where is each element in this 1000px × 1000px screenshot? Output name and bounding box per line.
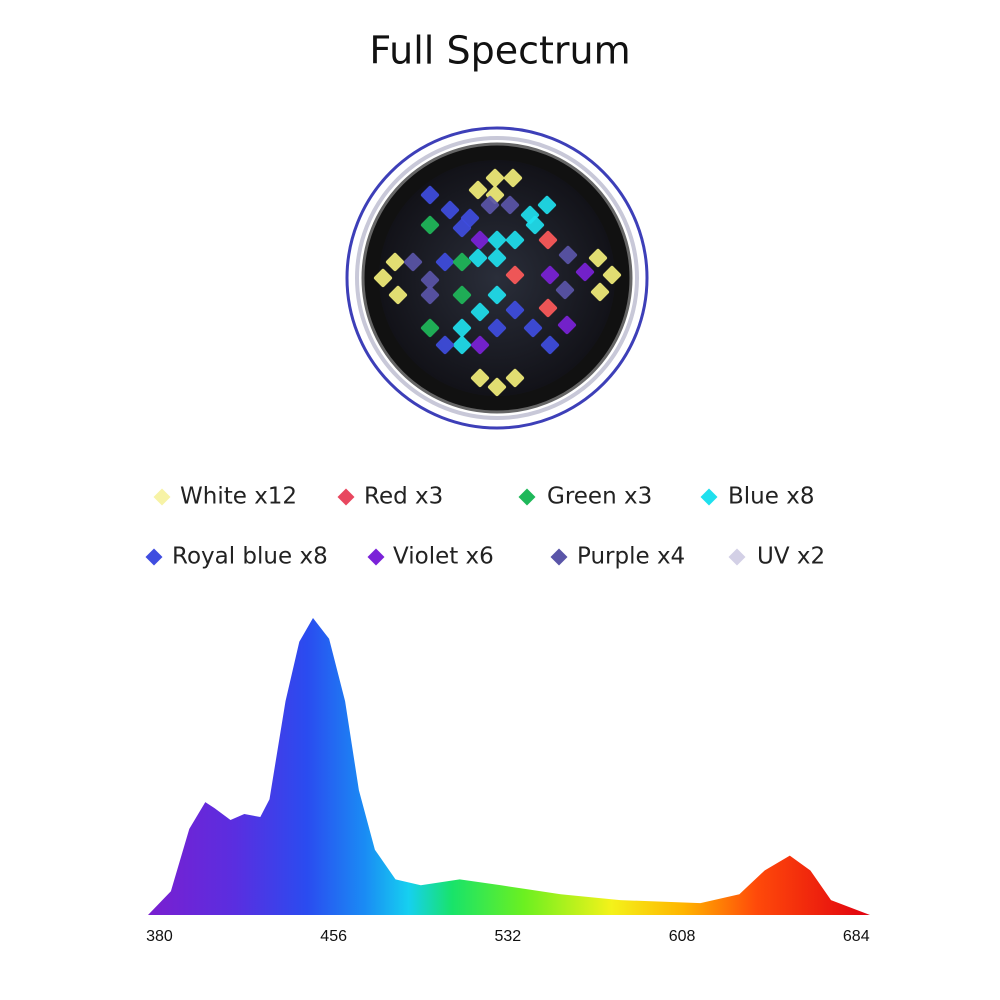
led [523,318,543,338]
legend-marker [367,548,385,566]
led [487,377,507,397]
led [487,230,507,250]
led [540,265,560,285]
led [420,318,440,338]
led [403,252,423,272]
legend-marker [145,548,163,566]
led [505,300,525,320]
led [538,230,558,250]
led [470,302,490,322]
led [470,368,490,388]
led [468,180,488,200]
led [538,298,558,318]
led [480,195,500,215]
led [470,335,490,355]
led [470,230,490,250]
led [420,285,440,305]
title: Full Spectrum [369,29,630,73]
legend-label: Royal blue x8 [172,544,328,570]
led [557,315,577,335]
legend-marker [700,488,718,506]
legend-label: Violet x6 [393,544,494,570]
x-tick-label: 456 [320,928,347,945]
led [500,195,520,215]
led [487,285,507,305]
led [388,285,408,305]
led [558,245,578,265]
led [503,168,523,188]
led [452,318,472,338]
led [420,185,440,205]
legend-marker [728,548,746,566]
legend-marker [518,488,536,506]
led [487,318,507,338]
led [452,335,472,355]
lamp [345,126,649,430]
led [575,262,595,282]
led [555,280,575,300]
led [540,335,560,355]
legend-marker [550,548,568,566]
led [452,252,472,272]
legend-label: Red x3 [364,484,443,510]
x-tick-label: 532 [495,928,522,945]
led [435,252,455,272]
led [505,368,525,388]
led [385,252,405,272]
legend-label: Blue x8 [728,484,814,510]
led [537,195,557,215]
legend-marker [153,488,171,506]
led [452,218,472,238]
x-tick-label: 608 [669,928,696,945]
x-tick-label: 684 [843,928,870,945]
led [468,248,488,268]
led [590,282,610,302]
legend-label: Purple x4 [577,544,685,570]
led [435,335,455,355]
led [420,215,440,235]
led [525,215,545,235]
led [440,200,460,220]
legend-label: Green x3 [547,484,652,510]
x-tick-label: 380 [146,928,173,945]
led [505,265,525,285]
led [373,268,393,288]
led [588,248,608,268]
led [505,230,525,250]
led [487,248,507,268]
led [602,265,622,285]
led [485,168,505,188]
legend-label: White x12 [180,484,297,510]
led [420,270,440,290]
legend-label: UV x2 [757,544,825,570]
legend-marker [337,488,355,506]
led [452,285,472,305]
spectrum-area [148,618,870,915]
